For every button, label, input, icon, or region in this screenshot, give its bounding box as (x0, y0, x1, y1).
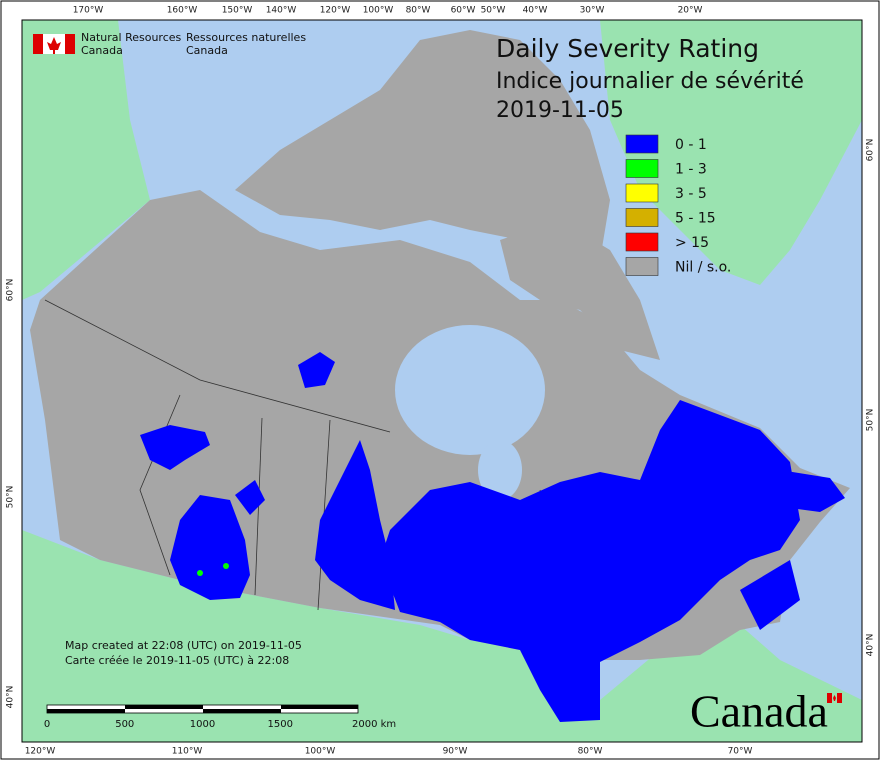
longitude-label: 40°W (523, 6, 548, 16)
scale-label: 2000 km (352, 719, 396, 730)
longitude-label: 120°W (320, 6, 351, 16)
title-en: Daily Severity Rating (496, 34, 759, 63)
rating-area-1-3 (197, 570, 203, 576)
alaska (22, 20, 150, 300)
longitude-label: 30°W (580, 6, 605, 16)
longitude-label: 100°W (305, 747, 336, 757)
scale-label: 1500 (268, 719, 293, 730)
longitude-label: 20°W (678, 6, 703, 16)
country-fr: Canada (186, 44, 228, 57)
scale-label: 0 (44, 719, 50, 730)
legend-swatch (625, 257, 659, 276)
longitude-label: 120°W (25, 747, 56, 757)
scale-bar (46, 704, 359, 714)
baffin-island (500, 220, 660, 360)
scale-label: 500 (115, 719, 134, 730)
rating-area (315, 440, 395, 610)
james-bay (478, 440, 522, 500)
agency-en: Natural Resources (81, 31, 182, 44)
legend-swatch (625, 134, 659, 154)
usa (22, 530, 862, 742)
country-en: Canada (81, 44, 123, 57)
scale-label: 1000 (190, 719, 215, 730)
legend-label: Nil / s.o. (675, 260, 731, 276)
rating-area (780, 470, 845, 512)
longitude-label: 80°W (406, 6, 431, 16)
legend: 0 - 1 1 - 3 3 - 5 5 - 15 > 15 Nil / s.o. (625, 134, 731, 276)
longitude-label: 150°W (222, 6, 253, 16)
legend-label: > 15 (675, 235, 709, 251)
latitude-label: 50°N (866, 409, 876, 432)
longitude-label: 70°W (728, 747, 753, 757)
arctic-islands (235, 30, 610, 270)
credit-fr: Carte créée le 2019-11-05 (UTC) à 22:08 (65, 654, 289, 667)
latitude-label: 60°N (866, 139, 876, 162)
longitude-label: 160°W (167, 6, 198, 16)
rating-area (170, 495, 250, 600)
legend-label: 5 - 15 (675, 211, 716, 227)
rating-area (740, 560, 800, 630)
title-fr: Indice journalier de sévérité (496, 69, 804, 94)
rating-area (298, 352, 335, 388)
legend-label: 0 - 1 (675, 137, 707, 153)
legend-swatch (625, 183, 659, 203)
latitude-label: 40°N (866, 634, 876, 657)
legend-swatch (625, 208, 659, 227)
scale-labels: 0 500 1000 1500 2000 km (44, 719, 396, 730)
longitude-label: 50°W (481, 6, 506, 16)
agency-fr: Ressources naturelles (186, 31, 306, 44)
rating-area (140, 425, 210, 470)
longitude-label: 100°W (363, 6, 394, 16)
rating-area (235, 480, 265, 515)
legend-label: 3 - 5 (675, 186, 707, 202)
nrcan-flag (33, 34, 75, 54)
latitude-label: 60°N (6, 279, 16, 302)
map-frame (21, 19, 863, 743)
legend-label: 1 - 3 (675, 162, 707, 178)
latitude-label: 40°N (6, 686, 16, 709)
graticule-labels: 170°W 160°W 150°W 140°W 120°W 100°W 80°W 60°W 50… (6, 6, 876, 757)
latitude-label: 50°N (6, 486, 16, 509)
hudson-bay (395, 325, 545, 455)
longitude-label: 60°W (451, 6, 476, 16)
canada-wordmark: Canada (690, 686, 828, 737)
rating-area (380, 400, 800, 722)
canada-flag (827, 693, 842, 703)
legend-swatch (625, 159, 659, 178)
legend-swatch (625, 232, 659, 252)
longitude-label: 80°W (578, 747, 603, 757)
provincial-border (44, 299, 391, 433)
greenland (600, 20, 862, 285)
title-date: 2019-11-05 (496, 98, 624, 123)
longitude-label: 90°W (443, 747, 468, 757)
longitude-label: 170°W (73, 6, 104, 16)
rating-area-1-3 (223, 563, 229, 569)
longitude-label: 110°W (172, 747, 203, 757)
longitude-label: 140°W (266, 6, 297, 16)
credit-en: Map created at 22:08 (UTC) on 2019-11-05 (65, 639, 302, 652)
